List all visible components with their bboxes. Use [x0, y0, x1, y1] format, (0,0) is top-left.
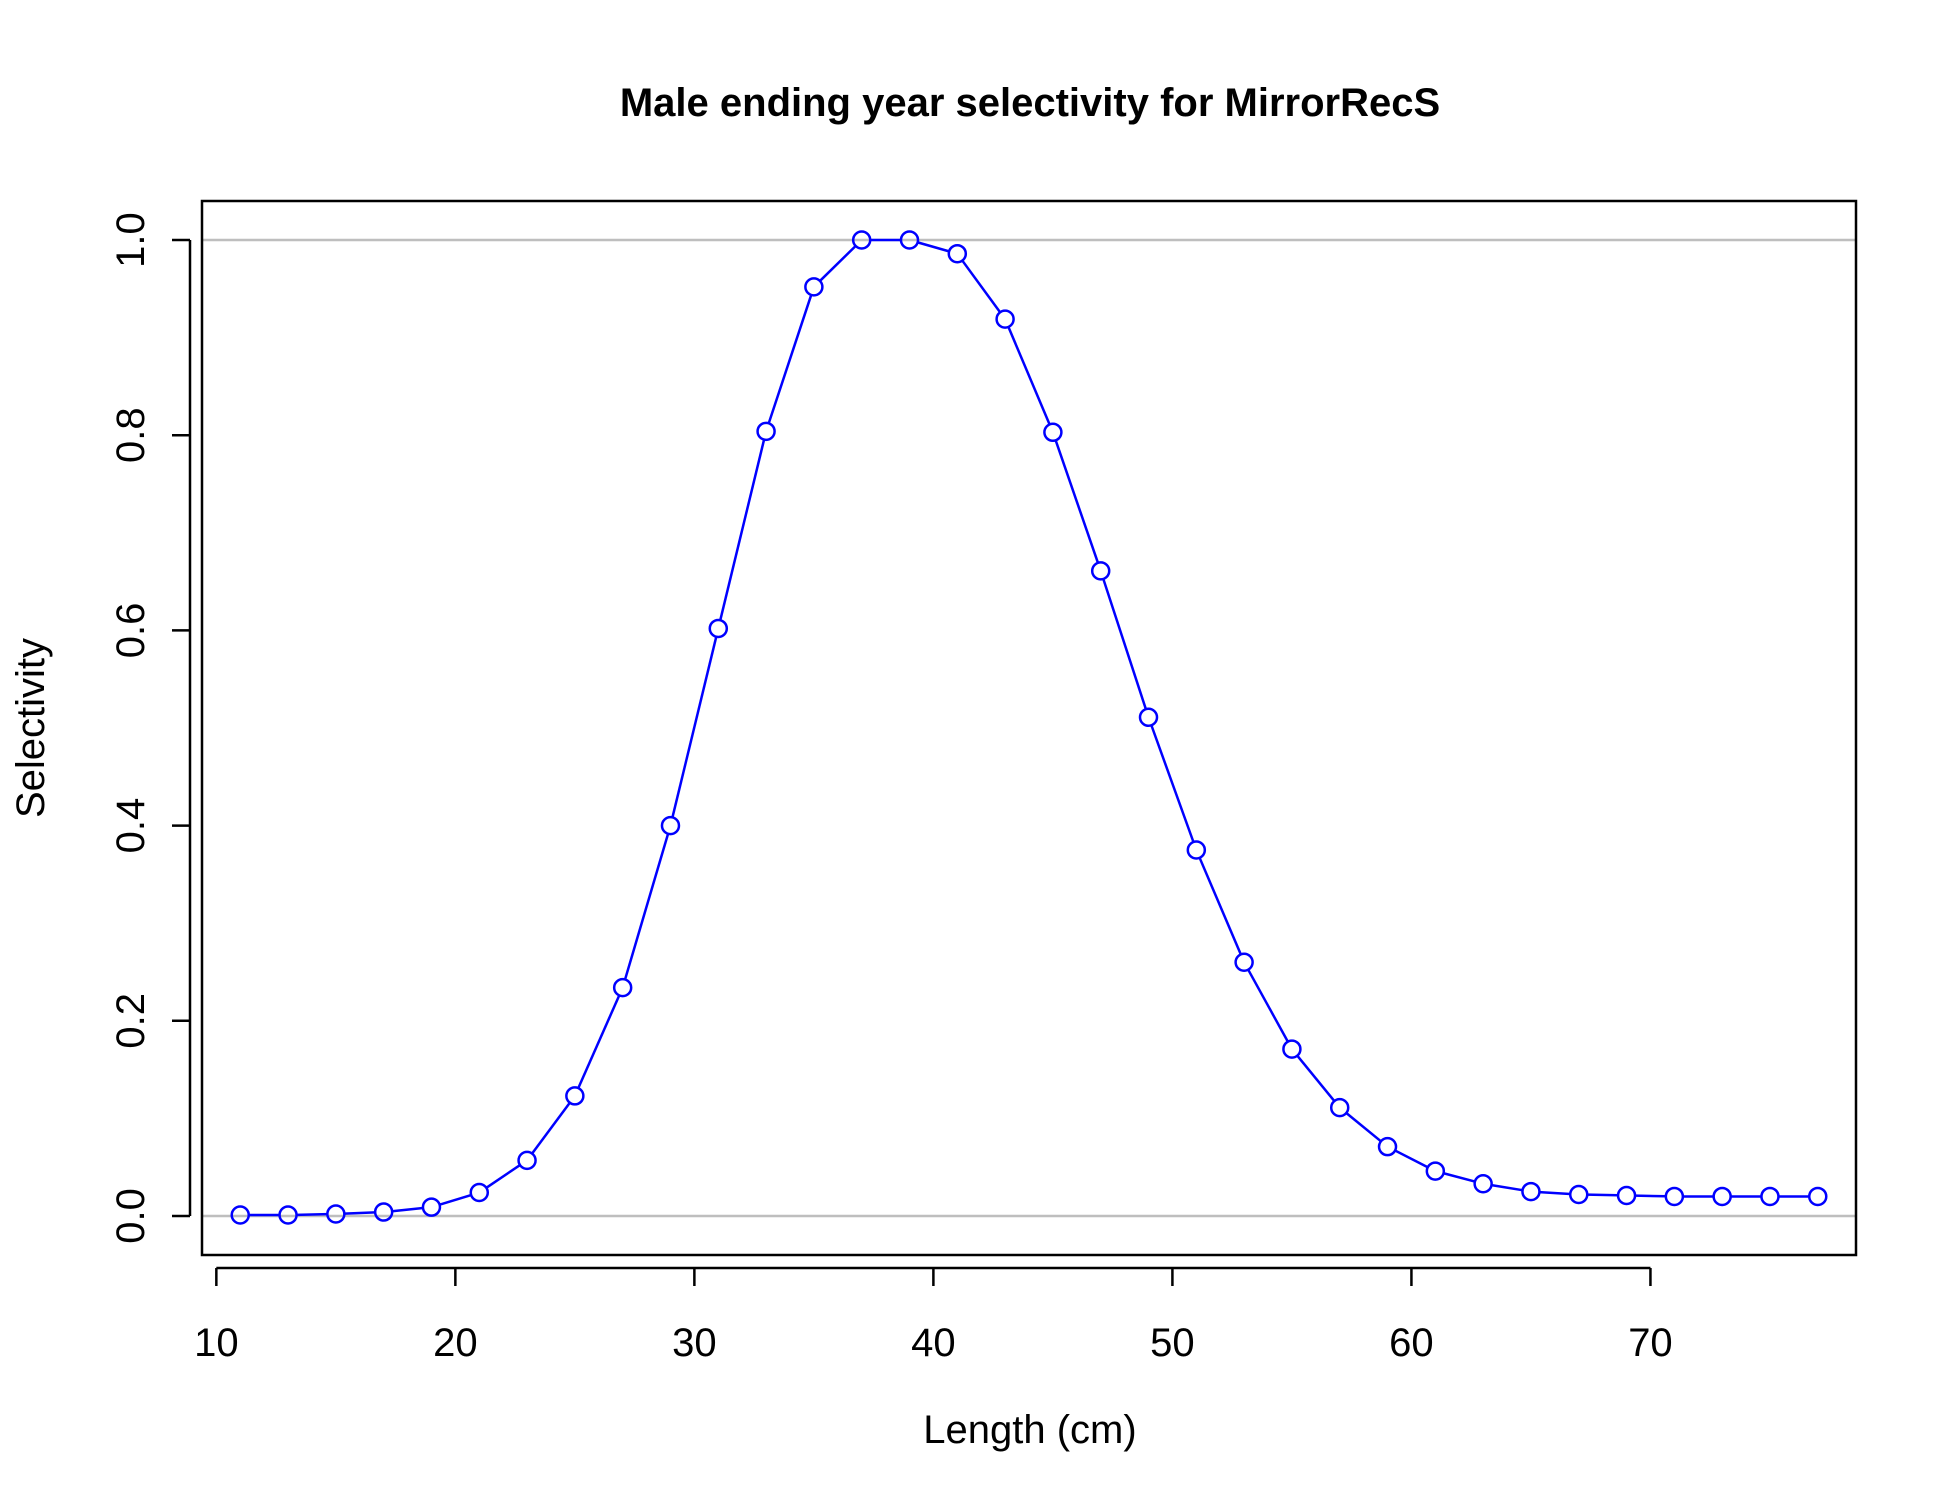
- data-point: [373, 1202, 394, 1222]
- series-line-segment: [1150, 724, 1195, 843]
- series-line-segment: [1539, 1190, 1571, 1196]
- y-tick-label: 0.0: [109, 1188, 153, 1244]
- series-line-segment: [439, 1193, 472, 1206]
- series-layer: [230, 230, 1828, 1225]
- y-tick-label: 1.0: [109, 212, 153, 268]
- x-tick-label: 50: [1150, 1321, 1195, 1365]
- data-point: [230, 1205, 250, 1225]
- series-line-segment: [819, 245, 857, 282]
- data-point: [708, 618, 729, 639]
- data-point: [1425, 1161, 1446, 1181]
- chart-title: Male ending year selectivity for MirrorR…: [620, 81, 1440, 125]
- series-line-segment: [391, 1206, 424, 1213]
- data-point: [756, 421, 776, 442]
- x-axis-label: Length (cm): [923, 1408, 1136, 1452]
- series-line-segment: [1587, 1193, 1619, 1197]
- x-tick-label: 10: [194, 1321, 239, 1365]
- series-line-segment: [1102, 578, 1148, 710]
- x-tick-label: 20: [433, 1321, 478, 1365]
- series-line-segment: [485, 1164, 521, 1189]
- x-tick-label: 70: [1628, 1321, 1673, 1365]
- series-line-segment: [1491, 1183, 1523, 1192]
- data-point: [1329, 1097, 1350, 1118]
- y-tick-label: 0.6: [109, 603, 153, 659]
- data-point: [1808, 1186, 1828, 1207]
- data-point: [469, 1182, 490, 1203]
- data-point: [1473, 1174, 1493, 1194]
- series-line-segment: [719, 439, 766, 621]
- y-tick-label: 0.2: [109, 993, 153, 1049]
- reference-lines: [202, 238, 1856, 1218]
- series-line-segment: [1345, 1112, 1382, 1143]
- series-line-segment: [767, 294, 813, 424]
- data-point: [1377, 1136, 1398, 1157]
- data-point: [1664, 1186, 1685, 1207]
- series-line-segment: [577, 994, 621, 1089]
- data-point: [1138, 707, 1159, 728]
- data-point: [660, 815, 681, 836]
- x-tick-label: 40: [911, 1321, 956, 1365]
- series-line-segment: [344, 1211, 376, 1215]
- data-point: [1760, 1186, 1780, 1207]
- series-line-segment: [531, 1102, 571, 1155]
- data-point: [1090, 561, 1111, 581]
- data-point: [278, 1205, 298, 1225]
- series-line-segment: [296, 1212, 328, 1217]
- data-point: [1282, 1039, 1302, 1059]
- series-line-segment: [671, 636, 718, 818]
- data-point: [326, 1204, 346, 1224]
- data-point: [421, 1197, 442, 1217]
- series-line-segment: [1443, 1172, 1476, 1183]
- data-point: [565, 1086, 585, 1106]
- series-line-segment: [1198, 857, 1242, 955]
- data-point: [517, 1150, 537, 1171]
- data-point: [899, 230, 920, 250]
- data-point: [947, 243, 968, 264]
- data-point: [1616, 1185, 1637, 1206]
- series-line-segment: [917, 241, 950, 253]
- data-point: [1043, 422, 1063, 443]
- series-line-segment: [1007, 326, 1051, 425]
- y-axis: 0.0 0.2 0.4 0.6 0.8 1.0: [109, 212, 192, 1244]
- data-point: [1521, 1181, 1541, 1202]
- series-line-segment: [961, 259, 1002, 313]
- data-point: [851, 230, 872, 250]
- series-line-segment: [1394, 1149, 1429, 1169]
- y-tick-label: 0.8: [109, 407, 153, 463]
- series-line-segment: [1296, 1054, 1336, 1102]
- y-tick-label: 0.4: [109, 798, 153, 854]
- data-point: [612, 977, 633, 998]
- data-point: [995, 309, 1015, 329]
- data-point: [1186, 840, 1207, 860]
- series-line-segment: [1054, 439, 1100, 564]
- y-axis-label: Selectivity: [9, 638, 53, 818]
- x-tick-label: 30: [672, 1321, 717, 1365]
- x-tick-label: 60: [1389, 1321, 1434, 1365]
- series-line-segment: [1635, 1194, 1666, 1198]
- data-point: [804, 277, 824, 297]
- data-point: [1568, 1184, 1589, 1205]
- data-point: [1712, 1186, 1732, 1207]
- series-line-segment: [1247, 969, 1289, 1043]
- plot-frame: [200, 199, 1858, 1257]
- data-point: [1234, 952, 1254, 972]
- x-axis: 10 20 30 40 50 60 70: [194, 1266, 1673, 1365]
- series-line-segment: [623, 833, 670, 980]
